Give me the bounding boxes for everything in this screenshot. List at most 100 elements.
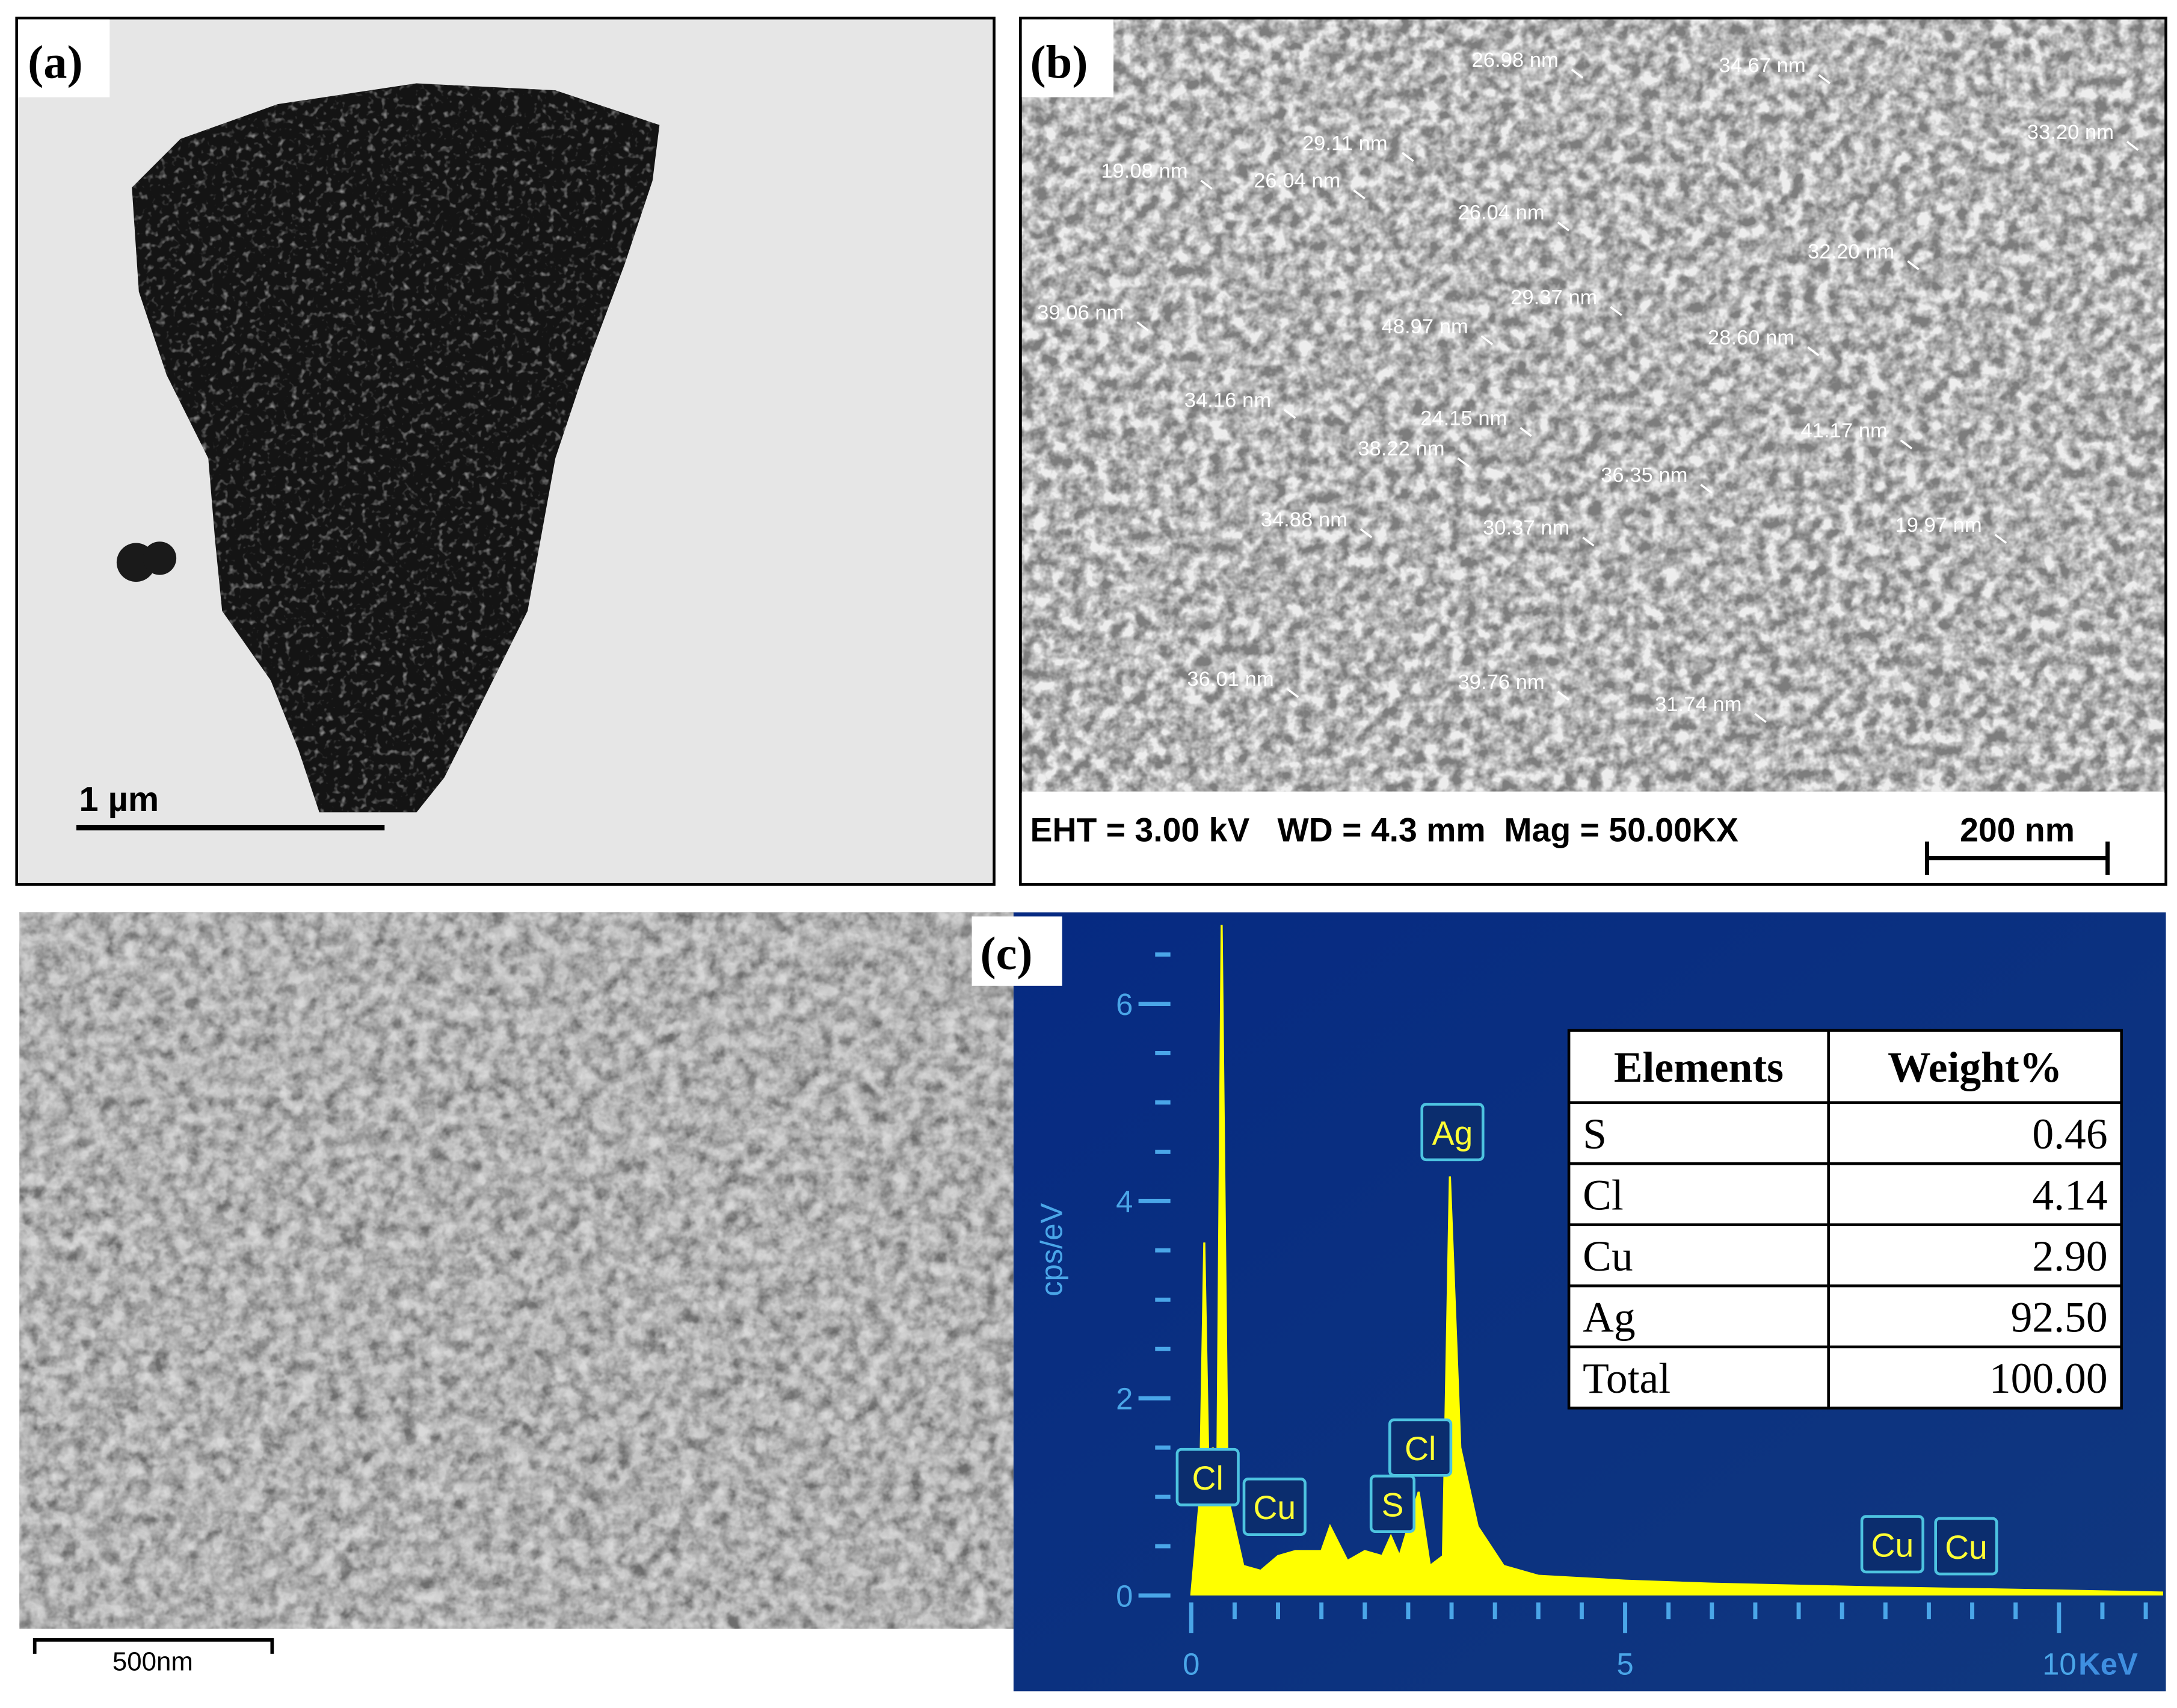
peak-label: Cl: [1405, 1430, 1436, 1467]
measurement-line: [1359, 528, 1373, 538]
peak-label: Cu: [1871, 1527, 1914, 1564]
measurement-line: [2126, 141, 2139, 151]
info-bar: [1021, 792, 2165, 883]
measurement-label: 29.37 nm: [1510, 286, 1597, 309]
label-box: [1021, 19, 1114, 97]
measurement-line: [1557, 221, 1570, 232]
measurement-label: 34.67 nm: [1719, 54, 1805, 77]
small-cluster: [143, 541, 177, 575]
panel-label: (c): [980, 927, 1032, 979]
table-cell: 4.14: [2032, 1171, 2107, 1219]
measurement-label: 38.22 nm: [1358, 437, 1444, 460]
y-tick-label: 2: [1116, 1382, 1133, 1416]
measurement-line: [1520, 427, 1532, 437]
peak-label-box: [1420, 1103, 1485, 1162]
measurement-label: 26.98 nm: [1472, 49, 1559, 72]
sem-info: EHT = 3.00 kV WD = 4.3 mm Mag = 50.00KX: [1030, 812, 1738, 849]
measurement-label: 29.11 nm: [1302, 132, 1388, 155]
table-header: Weight%: [1888, 1044, 2062, 1091]
measurement-label: 26.04 nm: [1458, 202, 1544, 224]
panel-a: (a) 1 µm: [15, 16, 996, 886]
peak-label: S: [1381, 1486, 1403, 1523]
measurement-label: 19.08 nm: [1101, 159, 1187, 182]
scale-bar: [32, 1638, 274, 1654]
measurement-line: [1557, 691, 1570, 701]
peak-label-box: [1934, 1517, 1998, 1576]
measurements: 26.98 nm 34.67 nm 33.20 nm 29.11 nm 19.08 nm…: [1037, 49, 2139, 723]
peak-label: Cu: [1945, 1529, 1988, 1566]
x-tick-label: 5: [1616, 1647, 1633, 1682]
measurement-label: 28.60 nm: [1708, 326, 1794, 349]
scale-bar: [1925, 841, 2110, 875]
measurement-line: [1807, 346, 1820, 357]
measurement-line: [1700, 484, 1713, 494]
x-tick-label: 10: [2042, 1647, 2076, 1682]
peak-label-box: [1388, 1418, 1453, 1477]
table-bg: [1567, 1029, 2123, 1410]
measurement-line: [1907, 260, 1920, 271]
measurement-line: [1818, 74, 1831, 84]
table-cell: S: [1583, 1111, 1607, 1158]
panel-frame: [1019, 16, 2167, 886]
measurement-label: 34.88 nm: [1261, 508, 1347, 531]
table-cell: Ag: [1583, 1293, 1635, 1341]
measurement-line: [1200, 179, 1213, 190]
peak-label: Ag: [1432, 1114, 1473, 1152]
measurement-line: [1353, 189, 1366, 200]
measurement-line: [1994, 534, 2007, 544]
panel-b: 26.98 nm 34.67 nm 33.20 nm 29.11 nm 19.08 nm…: [1019, 16, 2167, 886]
measurement-line: [1283, 409, 1296, 419]
measurement-label: 30.37 nm: [1483, 517, 1569, 540]
measurement-label: 48.97 nm: [1381, 315, 1468, 338]
panel-label: (a): [28, 35, 83, 88]
peak-label-box: [1242, 1478, 1307, 1536]
peak-label: Cu: [1253, 1489, 1296, 1526]
panel-label: (b): [1030, 35, 1088, 88]
measurement-line: [1610, 306, 1622, 316]
x-tick-label: 0: [1183, 1647, 1199, 1682]
measurement-label: 24.15 nm: [1420, 407, 1507, 430]
measurement-label: 36.35 nm: [1601, 464, 1687, 487]
table-cell: 92.50: [2011, 1293, 2108, 1341]
table-cell: Cl: [1583, 1171, 1624, 1219]
measurement-label: 19.97 nm: [1895, 514, 1981, 537]
spectrum: [1190, 925, 2163, 1596]
y-tick-label: 0: [1116, 1579, 1133, 1613]
measurement-line: [1754, 713, 1767, 723]
table-cell: 2.90: [2032, 1233, 2107, 1280]
label-box: [971, 916, 1062, 986]
measurement-label: 41.17 nm: [1801, 419, 1888, 442]
measurement-line: [1457, 457, 1470, 467]
measurement-label: 31.74 nm: [1655, 693, 1741, 716]
measurement-label: 39.06 nm: [1037, 301, 1124, 324]
x-axis-label: KeV: [2078, 1647, 2138, 1682]
peak-label-box: [1175, 1447, 1240, 1506]
scale-bar-label: 500nm: [112, 1647, 193, 1677]
y-tick-label: 4: [1116, 1185, 1133, 1219]
measurement-label: 34.16 nm: [1184, 389, 1271, 412]
measurement-line: [1900, 439, 1913, 449]
scale-bar-label: 200 nm: [1960, 812, 2075, 849]
sem-texture: [19, 912, 1014, 1629]
measurement-label: 39.76 nm: [1458, 671, 1544, 694]
peak-label: Cl: [1192, 1460, 1224, 1497]
measurement-label: 36.01 nm: [1187, 668, 1273, 691]
measurement-line: [1571, 69, 1584, 79]
table-cell: 100.00: [1989, 1355, 2108, 1402]
panel-overview: 500nm: [19, 912, 1014, 1677]
y-tick-label: 6: [1116, 987, 1133, 1022]
measurement-line: [1286, 688, 1299, 698]
table-cell: Total: [1583, 1355, 1670, 1402]
measurement-line: [1136, 321, 1149, 331]
table-cell: Cu: [1583, 1233, 1633, 1280]
table-header: Elements: [1614, 1044, 1784, 1091]
table-cell: 0.46: [2032, 1111, 2107, 1158]
sem-texture: [1020, 18, 2166, 792]
measurement-label: 32.20 nm: [1808, 240, 1894, 263]
measurement-line: [1480, 335, 1494, 345]
measurement-line: [1582, 536, 1595, 547]
measurement-line: [1402, 152, 1414, 162]
y-axis-label: cps/eV: [1035, 1203, 1069, 1296]
